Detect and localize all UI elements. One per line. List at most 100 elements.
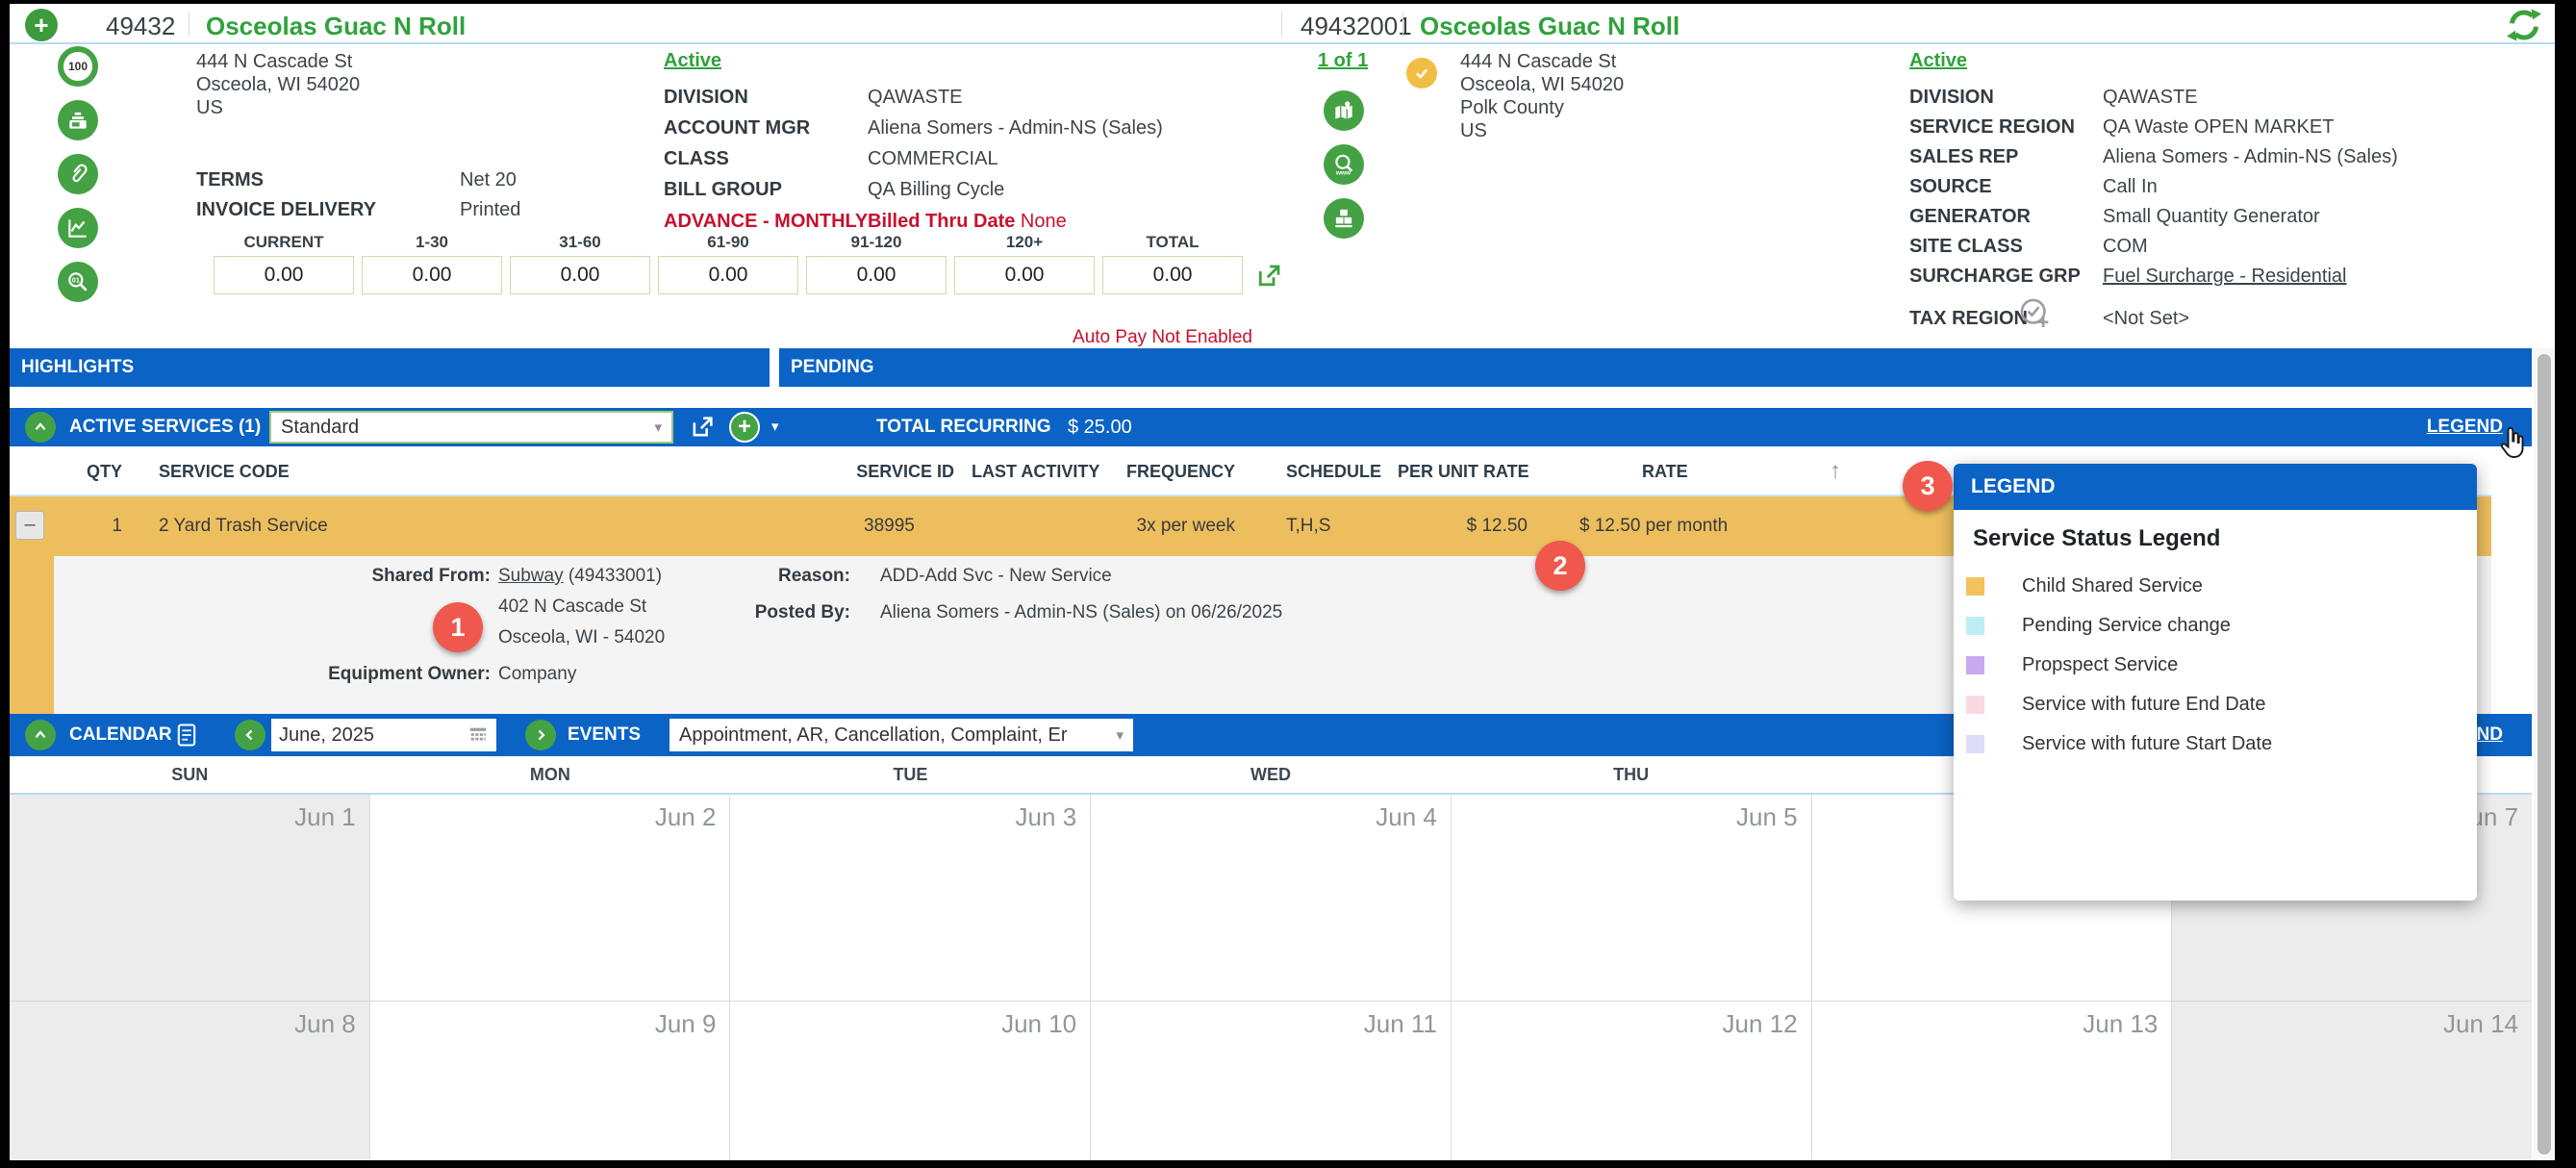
date-label: Jun 13	[2083, 1009, 2159, 1038]
field-value: QAWASTE	[2103, 87, 2198, 108]
aging-label: 31-60	[559, 233, 601, 251]
open-services-button[interactable]	[689, 414, 716, 445]
calendar-cell[interactable]: Jun 11	[1091, 1002, 1452, 1160]
calendar-title: CALENDAR	[69, 724, 172, 745]
sort-asc-icon[interactable]: ↑	[1830, 458, 1841, 484]
calendar-cell[interactable]: Jun 4	[1091, 795, 1452, 1001]
external-link-icon	[693, 417, 713, 437]
date-label: Jun 14	[2442, 1009, 2519, 1038]
service-view-select[interactable]: Standard ▾	[269, 411, 673, 444]
day-header: WED	[1250, 765, 1292, 784]
add-service-menu-button[interactable]: ▾	[771, 408, 779, 446]
shared-from-label: Shared From:	[371, 566, 491, 586]
col-header-service-code[interactable]: SERVICE CODE	[159, 462, 290, 481]
surcharge-group-link[interactable]: Fuel Surcharge - Residential	[2103, 266, 2347, 287]
calendar-cell[interactable]: Jun 13	[1811, 1002, 2173, 1160]
date-label: Jun 8	[294, 1009, 356, 1038]
annotation-badge-1: 1	[433, 602, 483, 652]
row-qty: 1	[112, 516, 122, 536]
calendar-cell[interactable]: Jun 2	[369, 795, 731, 1001]
calendar-cell[interactable]: Jun 5	[1451, 795, 1812, 1001]
refresh-button[interactable]	[2505, 6, 2543, 49]
events-filter-select[interactable]: Appointment, AR, Cancellation, Complaint…	[669, 719, 1133, 751]
add-account-button[interactable]: +	[25, 9, 58, 41]
aging-label: 91-120	[850, 233, 902, 251]
billed-thru: Billed Thru Date None	[868, 211, 1067, 233]
chevron-up-icon	[35, 422, 46, 430]
shared-from-value: Subway (49433001)	[498, 566, 662, 587]
calendar-cell[interactable]: Jun 8	[10, 1002, 370, 1160]
open-ar-button[interactable]	[1254, 262, 1283, 295]
shared-from-link[interactable]: Subway	[498, 566, 564, 586]
payments-icon[interactable]	[58, 100, 98, 140]
list-icon	[177, 724, 196, 747]
external-link-icon	[1258, 265, 1280, 287]
annotation-badge-2: 2	[1535, 541, 1585, 591]
legend-swatch	[1966, 656, 1984, 674]
next-month-button[interactable]	[525, 720, 556, 750]
field-value: COMMERCIAL	[868, 148, 998, 169]
activity-chart-icon[interactable]	[58, 208, 98, 248]
calendar-cell[interactable]: Jun 9	[369, 1002, 731, 1160]
chevron-down-icon: ▾	[771, 419, 779, 435]
tax-region-verify-button[interactable]	[2018, 296, 2051, 334]
audit-search-icon[interactable]: 01	[58, 262, 98, 302]
field-value: QAWASTE	[868, 87, 963, 108]
month-picker-field[interactable]: June, 2025	[271, 719, 496, 751]
field-label: BILL GROUP	[664, 179, 782, 200]
legend-item-label: Child Shared Service	[2022, 575, 2203, 597]
col-header-frequency[interactable]: FREQUENCY	[1125, 462, 1235, 481]
site-status-link[interactable]: Active	[1909, 50, 1968, 71]
active-services-title: ACTIVE SERVICES (1)	[69, 417, 262, 437]
legend-item: Child Shared Service	[1954, 567, 2477, 606]
legend-link-services[interactable]: LEGEND	[2426, 417, 2503, 437]
equipment-pallet-icon[interactable]	[1324, 198, 1364, 239]
plus-icon: +	[34, 11, 49, 39]
legend-item-label: Pending Service change	[2022, 615, 2231, 636]
minus-icon: –	[24, 514, 36, 535]
credit-score-gauge-icon[interactable]: 100	[58, 46, 98, 87]
legend-section-title: Service Status Legend	[1973, 525, 2221, 551]
billed-thru-label: Billed Thru Date	[868, 211, 1016, 232]
col-header-service-id[interactable]: SERVICE ID	[856, 462, 954, 481]
calendar-cell[interactable]: Jun 14	[2172, 1002, 2533, 1160]
calendar-cell[interactable]: Jun 3	[730, 795, 1092, 1001]
col-header-rate[interactable]: RATE	[1642, 462, 1688, 481]
collapse-calendar-button[interactable]	[25, 720, 56, 750]
previous-month-button[interactable]	[235, 720, 265, 750]
account-status-link[interactable]: Active	[664, 50, 722, 71]
invoice-delivery-value: Printed	[460, 199, 521, 220]
web-search-icon[interactable]: www	[1324, 144, 1364, 185]
legend-swatch	[1966, 577, 1984, 596]
calendar-list-view-button[interactable]	[173, 721, 200, 754]
collapse-services-button[interactable]	[25, 412, 56, 443]
field-label: DIVISION	[664, 87, 748, 108]
legend-item: Pending Service change	[1954, 606, 2477, 646]
pending-section-bar[interactable]: PENDING	[779, 348, 2532, 387]
row-rate: $ 12.50 per month	[1579, 516, 1729, 536]
field-label: SOURCE	[1909, 176, 1992, 197]
calendar-cell[interactable]: Jun 10	[730, 1002, 1092, 1160]
add-service-button[interactable]: +	[729, 412, 760, 443]
aging-value-1-30: 0.00	[362, 256, 502, 294]
col-header-per-unit-rate[interactable]: PER UNIT RATE	[1398, 462, 1529, 481]
field-label: SURCHARGE GRP	[1909, 266, 2081, 287]
col-header-qty[interactable]: QTY	[86, 462, 122, 481]
col-header-last-activity[interactable]: LAST ACTIVITY	[972, 462, 1100, 481]
calendar-cell[interactable]: Jun 12	[1451, 1002, 1812, 1160]
account-pager-link[interactable]: 1 of 1	[1318, 50, 1369, 71]
events-filter-value: Appointment, AR, Cancellation, Complaint…	[679, 724, 1068, 746]
highlights-section-bar[interactable]: HIGHLIGHTS	[10, 348, 770, 387]
date-label: Jun 3	[1015, 802, 1077, 831]
attachments-icon[interactable]	[58, 154, 98, 194]
map-icon[interactable]	[1324, 90, 1364, 131]
col-header-schedule[interactable]: SCHEDULE	[1286, 462, 1382, 481]
legend-swatch	[1966, 735, 1984, 753]
field-value: QA Billing Cycle	[868, 179, 1005, 200]
equipment-owner-value: Company	[498, 664, 577, 684]
collapse-row-button[interactable]: –	[15, 511, 44, 540]
calendar-cell[interactable]: Jun 1	[10, 795, 370, 1001]
aging-header-row: CURRENT 1-30 31-60 61-90 91-120 120+ TOT…	[214, 233, 1243, 252]
scrollbar-thumb[interactable]	[2538, 354, 2551, 1155]
day-header: SUN	[171, 765, 209, 784]
